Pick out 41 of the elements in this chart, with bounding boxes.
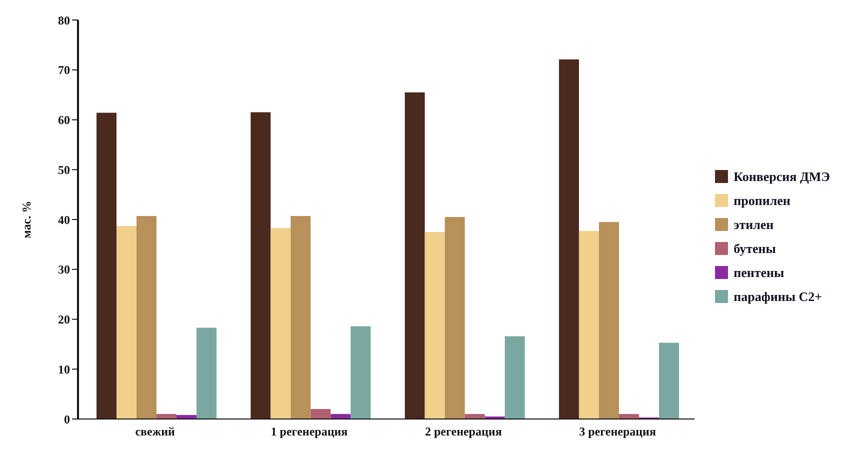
bar (578, 230, 599, 419)
bar (658, 342, 679, 419)
bar (350, 326, 371, 419)
y-tick-label: 20 (58, 312, 70, 327)
x-tick-label: свежий (135, 424, 175, 439)
bar (290, 216, 311, 419)
y-tick-label: 30 (58, 262, 70, 277)
y-tick-label: 50 (58, 162, 70, 177)
bar (270, 228, 291, 419)
bar (250, 112, 271, 419)
legend-label: бутены (734, 240, 776, 258)
y-tick-label: 40 (58, 212, 70, 227)
bar (598, 222, 619, 419)
y-axis-title: мас. % (19, 200, 34, 238)
legend-label: парафины C2+ (734, 288, 822, 306)
y-tick-label: 0 (64, 412, 70, 426)
y-tick-label: 10 (58, 362, 70, 376)
bar (504, 336, 525, 419)
y-tick-label: 60 (58, 113, 70, 128)
legend-label: Конверсия ДМЭ (734, 168, 830, 186)
bar (444, 217, 465, 419)
bar (330, 414, 351, 419)
bar (310, 409, 331, 419)
bar (156, 414, 176, 419)
y-tick-label: 70 (58, 63, 70, 78)
bar (424, 232, 445, 419)
bar (136, 216, 156, 419)
x-tick-label: 2 регенерация (424, 424, 502, 439)
bar (464, 414, 485, 419)
bar (96, 112, 116, 419)
x-tick-label: 1 регенерация (270, 424, 348, 439)
legend-label: пентены (734, 264, 784, 282)
x-tick-label: 3 регенерация (579, 424, 656, 439)
legend-label: этилен (734, 216, 774, 234)
bar (558, 59, 579, 419)
bar (618, 414, 639, 419)
bar (116, 226, 136, 419)
bar (404, 92, 425, 419)
bar (196, 328, 216, 419)
y-tick-label: 80 (58, 13, 70, 28)
legend-label: пропилен (734, 192, 790, 210)
